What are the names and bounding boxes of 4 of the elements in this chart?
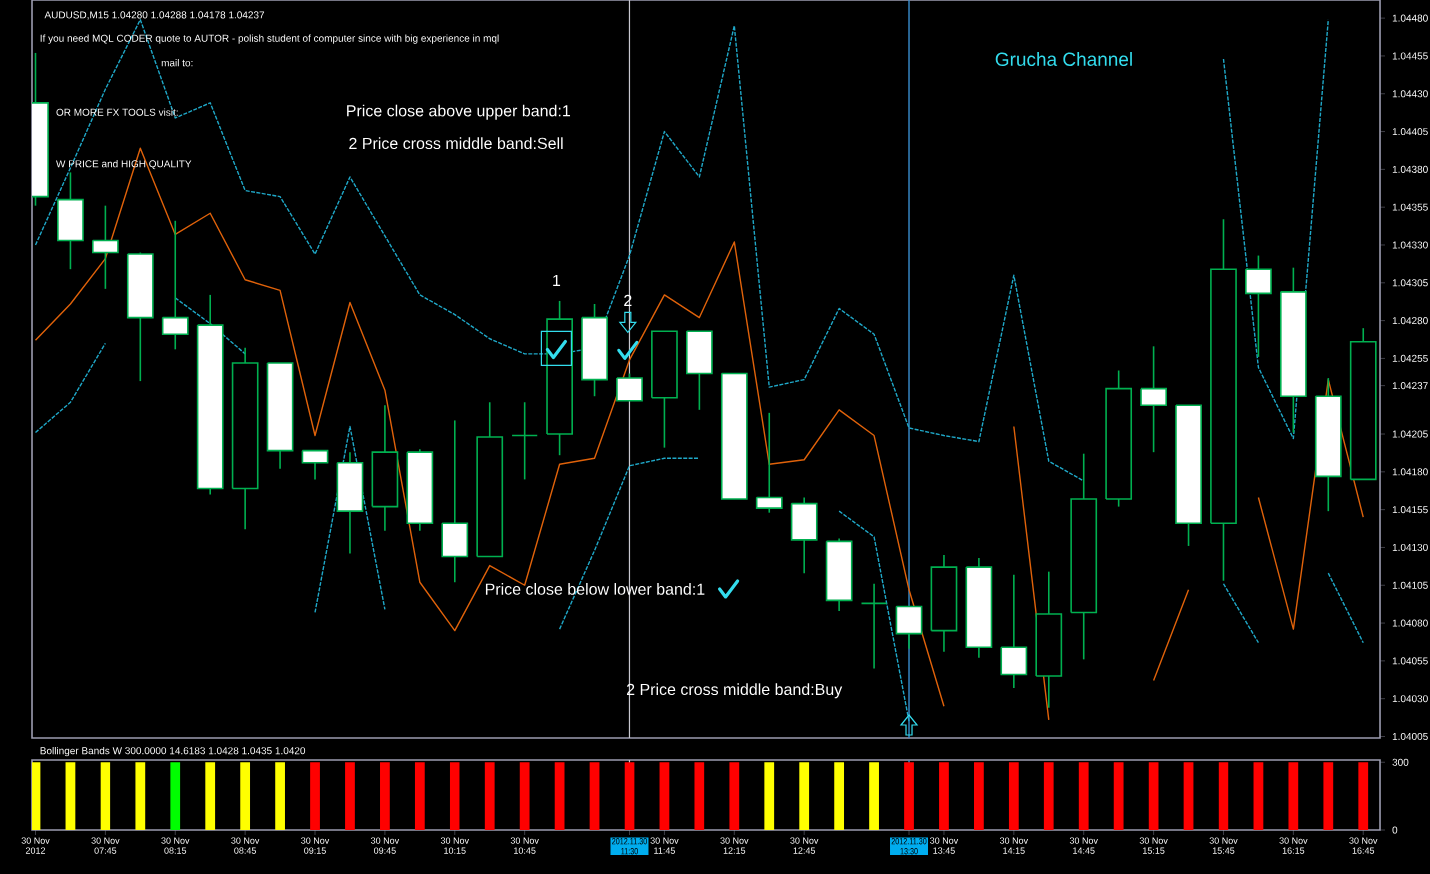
annotation: Price close above upper band:1 bbox=[347, 104, 571, 120]
annotation: 1 bbox=[553, 274, 561, 286]
annotation: 2 Price cross middle band:Sell bbox=[349, 137, 563, 150]
text: Grucha Channel bbox=[995, 52, 1132, 67]
